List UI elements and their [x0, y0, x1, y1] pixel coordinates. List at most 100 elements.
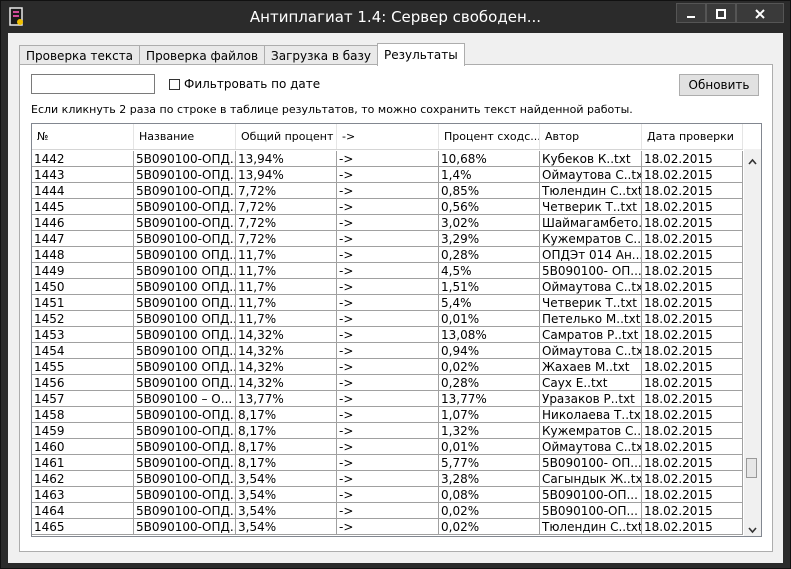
column-header-number[interactable]: №	[32, 124, 134, 149]
table-cell: 13,77%	[236, 391, 337, 407]
table-cell: ->	[337, 375, 439, 391]
minimize-button[interactable]	[676, 3, 706, 23]
column-header-author[interactable]: Автор	[540, 124, 642, 149]
tab-results[interactable]: Результаты	[377, 43, 465, 66]
column-header-check-date[interactable]: Дата проверки	[642, 124, 743, 149]
table-cell: 18.02.2015	[642, 295, 743, 311]
table-cell: 1463	[32, 487, 134, 503]
table-cell: 18.02.2015	[642, 455, 743, 471]
table-cell: 3,02%	[439, 215, 540, 231]
table-cell: 5В090100 ОПД...	[134, 343, 236, 359]
table-row[interactable]: 1452 5В090100 ОПД... 11,7% -> 0,01% Петелько …	[32, 311, 743, 327]
table-row[interactable]: 1444 5В090100-ОПД... 7,72% -> 0,85% Тюлендин …	[32, 183, 743, 199]
table-cell: 14,32%	[236, 375, 337, 391]
table-cell: Уразаков Р..txt	[540, 391, 642, 407]
table-cell: 5В090100 ОПД...	[134, 247, 236, 263]
close-button[interactable]	[736, 3, 784, 23]
table-row[interactable]: 1443 5В090100-ОПД... 13,94% -> 1,4% Оймаутова…	[32, 167, 743, 183]
table-row[interactable]: 1458 5В090100-ОПД... 8,17% -> 1,07% Николаева…	[32, 407, 743, 423]
table-row[interactable]: 1459 5В090100-ОПД... 8,17% -> 1,32% Кужемрато…	[32, 423, 743, 439]
table-cell: 5В090100-ОПД...	[134, 487, 236, 503]
refresh-button[interactable]: Обновить	[679, 74, 759, 96]
table-cell: ->	[337, 247, 439, 263]
tab-text-check[interactable]: Проверка текста	[19, 45, 141, 66]
table-row[interactable]: 1453 5В090100 ОПД... 14,32% -> 13,08% Самрато…	[32, 327, 743, 343]
table-row[interactable]: 1455 5В090100 ОПД... 14,32% -> 0,02% Жахаев М…	[32, 359, 743, 375]
tab-upload-db[interactable]: Загрузка в базу	[264, 45, 379, 66]
results-table[interactable]: № Название Общий процент -> Процент сход…	[31, 123, 762, 537]
table-cell: ->	[337, 263, 439, 279]
table-cell: 3,29%	[439, 231, 540, 247]
table-cell: 5,77%	[439, 455, 540, 471]
table-row[interactable]: 1446 5В090100-ОПД... 7,72% -> 3,02% Шаймагамб…	[32, 215, 743, 231]
table-cell: 5В090100-ОПД...	[134, 215, 236, 231]
table-cell: 1443	[32, 167, 134, 183]
column-header-arrow[interactable]: ->	[337, 124, 439, 149]
table-cell: 5В090100-ОПД...	[134, 423, 236, 439]
table-cell: Тюлендин С..txt	[540, 519, 642, 535]
filter-by-date-label[interactable]: Фильтровать по дате	[184, 77, 321, 91]
table-row[interactable]: 1445 5В090100-ОПД... 7,72% -> 0,56% Четверик …	[32, 199, 743, 215]
table-row[interactable]: 1447 5В090100-ОПД... 7,72% -> 3,29% Кужемрато…	[32, 231, 743, 247]
table-cell: 11,7%	[236, 263, 337, 279]
filter-by-date-checkbox[interactable]	[169, 79, 180, 90]
table-cell: 18.02.2015	[642, 199, 743, 215]
table-cell: ->	[337, 455, 439, 471]
table-row[interactable]: 1442 5В090100-ОПД... 13,94% -> 10,68% Кубеков…	[32, 151, 743, 167]
table-cell: 5В090100 ОПД...	[134, 295, 236, 311]
table-cell: 5В090100-ОПД...	[134, 183, 236, 199]
tab-file-check[interactable]: Проверка файлов	[139, 45, 266, 66]
table-row[interactable]: 1449 5В090100 ОПД... 11,7% -> 4,5% 5В090100- …	[32, 263, 743, 279]
table-cell: ->	[337, 343, 439, 359]
table-cell: ->	[337, 391, 439, 407]
table-cell: 18.02.2015	[642, 327, 743, 343]
table-cell: 1450	[32, 279, 134, 295]
table-cell: 1449	[32, 263, 134, 279]
table-cell: 1444	[32, 183, 134, 199]
table-cell: 0,56%	[439, 199, 540, 215]
table-row[interactable]: 1463 5В090100-ОПД... 3,54% -> 0,08% 5В090100-…	[32, 487, 743, 503]
table-cell: 1459	[32, 423, 134, 439]
chevron-down-icon[interactable]	[747, 521, 758, 534]
table-row[interactable]: 1450 5В090100 ОПД... 11,7% -> 1,51% Оймаутова…	[32, 279, 743, 295]
table-cell: Оймаутова С..txt	[540, 167, 642, 183]
table-cell: 18.02.2015	[642, 391, 743, 407]
table-row[interactable]: 1451 5В090100 ОПД... 11,7% -> 5,4% Четверик Т…	[32, 295, 743, 311]
table-cell: 5В090100 ОПД...	[134, 359, 236, 375]
table-cell: Оймаутова С..txt	[540, 343, 642, 359]
table-cell: 18.02.2015	[642, 407, 743, 423]
column-header-name[interactable]: Название	[134, 124, 236, 149]
table-cell: Оймаутова С..txt	[540, 279, 642, 295]
scrollbar-thumb[interactable]	[746, 458, 757, 478]
table-cell: 8,17%	[236, 423, 337, 439]
table-cell: ->	[337, 215, 439, 231]
title-bar[interactable]: Антиплагиат 1.4: Сервер свободен...	[1, 1, 790, 33]
table-cell: ->	[337, 279, 439, 295]
table-row[interactable]: 1454 5В090100 ОПД... 14,32% -> 0,94% Оймаутов…	[32, 343, 743, 359]
table-row[interactable]: 1464 5В090100-ОПД... 3,54% -> 0,02% 5В090100-…	[32, 503, 743, 519]
table-cell: 18.02.2015	[642, 487, 743, 503]
column-header-similarity-percent[interactable]: Процент сходс...	[439, 124, 540, 149]
table-row[interactable]: 1462 5В090100-ОПД... 3,54% -> 3,28% Сагындык …	[32, 471, 743, 487]
column-header-total-percent[interactable]: Общий процент	[236, 124, 337, 149]
table-cell: 5В090100-ОПД...	[134, 167, 236, 183]
table-row[interactable]: 1456 5В090100 ОПД... 14,32% -> 0,28% Саух Е..…	[32, 375, 743, 391]
table-cell: Оймаутова С..txt	[540, 439, 642, 455]
table-row[interactable]: 1460 5В090100-ОПД... 8,17% -> 0,01% Оймаутова…	[32, 439, 743, 455]
table-header: № Название Общий процент -> Процент сход…	[32, 124, 743, 150]
table-cell: 14,32%	[236, 343, 337, 359]
vertical-scrollbar[interactable]	[744, 149, 761, 536]
table-cell: 3,54%	[236, 503, 337, 519]
table-cell: 14,32%	[236, 359, 337, 375]
chevron-up-icon[interactable]	[747, 152, 758, 165]
table-cell: 3,54%	[236, 519, 337, 535]
date-filter-input[interactable]	[31, 74, 155, 94]
app-icon[interactable]	[9, 7, 25, 27]
table-row[interactable]: 1465 5В090100-ОПД... 3,54% -> 0,02% Тюлендин …	[32, 519, 743, 535]
table-cell: 0,02%	[439, 503, 540, 519]
maximize-button[interactable]	[706, 3, 736, 23]
table-row[interactable]: 1448 5В090100 ОПД... 11,7% -> 0,28% ОПДЭт 014…	[32, 247, 743, 263]
table-row[interactable]: 1457 5В090100 – О... 13,77% -> 13,77% Уразако…	[32, 391, 743, 407]
table-row[interactable]: 1461 5В090100-ОПД... 8,17% -> 5,77% 5В090100-…	[32, 455, 743, 471]
table-cell: 1462	[32, 471, 134, 487]
